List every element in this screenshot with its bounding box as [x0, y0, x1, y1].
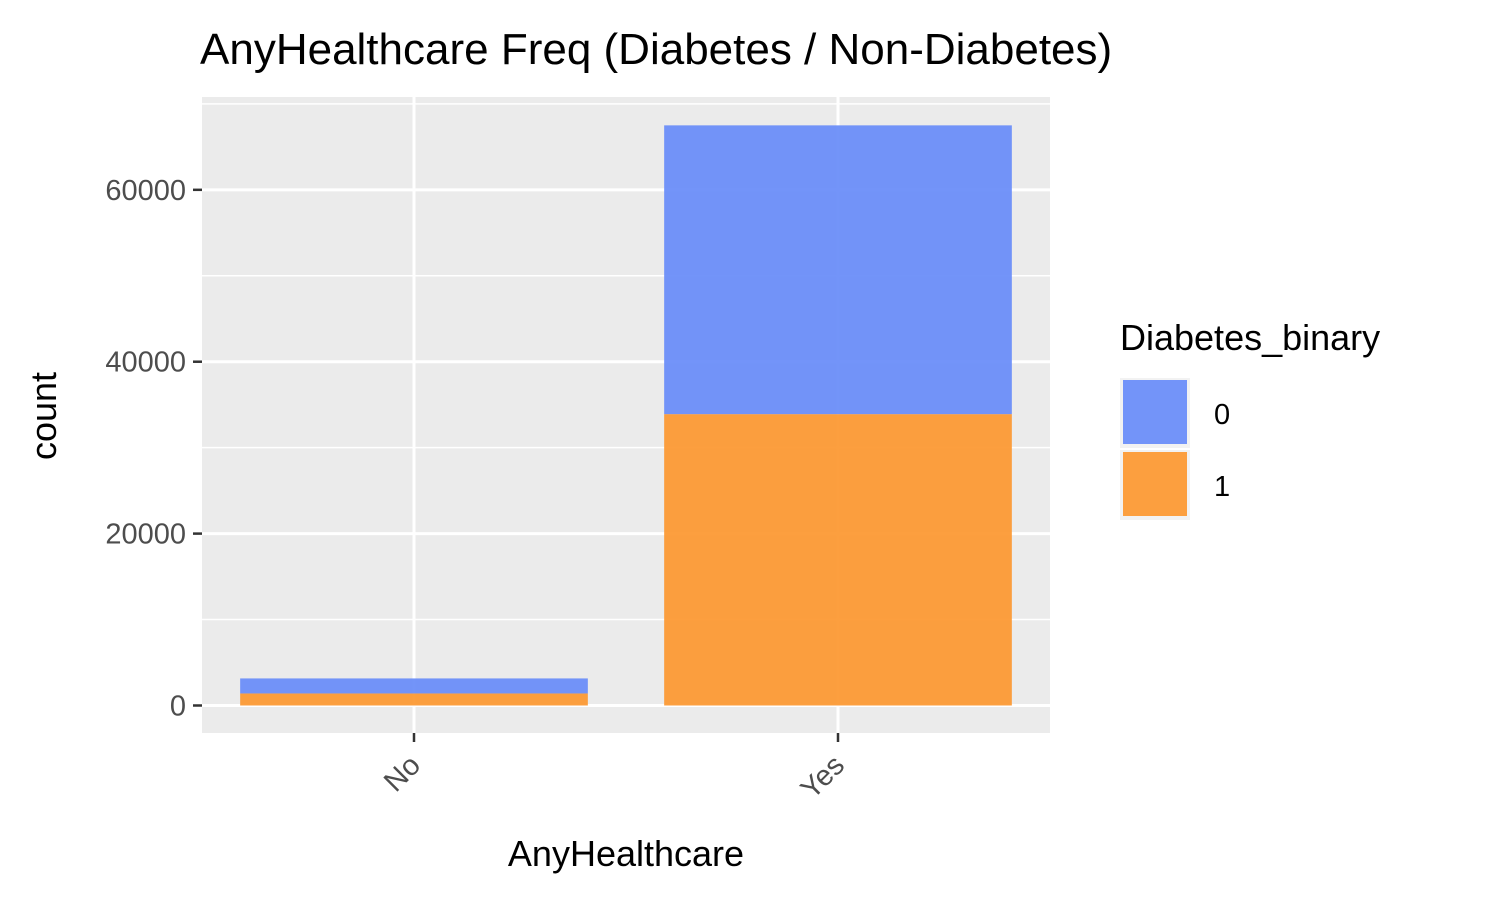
- y-tick-label: 40000: [105, 347, 186, 379]
- legend-label-1: 1: [1214, 471, 1230, 503]
- legend-swatch-0: [1123, 380, 1187, 444]
- bar-yes-series-1: [664, 414, 1012, 706]
- y-axis-title: count: [23, 372, 64, 460]
- y-axis: 0 20000 40000 60000: [105, 175, 202, 722]
- y-tick-label: 60000: [105, 175, 186, 207]
- bars: [240, 125, 1012, 706]
- legend-title: Diabetes_binary: [1120, 317, 1380, 358]
- bar-no-series-1: [240, 693, 588, 706]
- x-tick-label: Yes: [795, 749, 851, 805]
- chart-title: AnyHealthcare Freq (Diabetes / Non-Diabe…: [200, 25, 1112, 74]
- x-tick-label: No: [378, 749, 427, 798]
- legend-swatch-1: [1123, 452, 1187, 516]
- bar-yes-series-0: [664, 125, 1012, 415]
- bar-no-series-0: [240, 678, 588, 694]
- legend: Diabetes_binary 0 1: [1120, 317, 1380, 520]
- x-axis-title: AnyHealthcare: [508, 833, 744, 874]
- y-tick-label: 0: [170, 690, 186, 722]
- y-tick-label: 20000: [105, 519, 186, 551]
- legend-label-0: 0: [1214, 399, 1230, 431]
- x-axis: No Yes: [378, 733, 851, 805]
